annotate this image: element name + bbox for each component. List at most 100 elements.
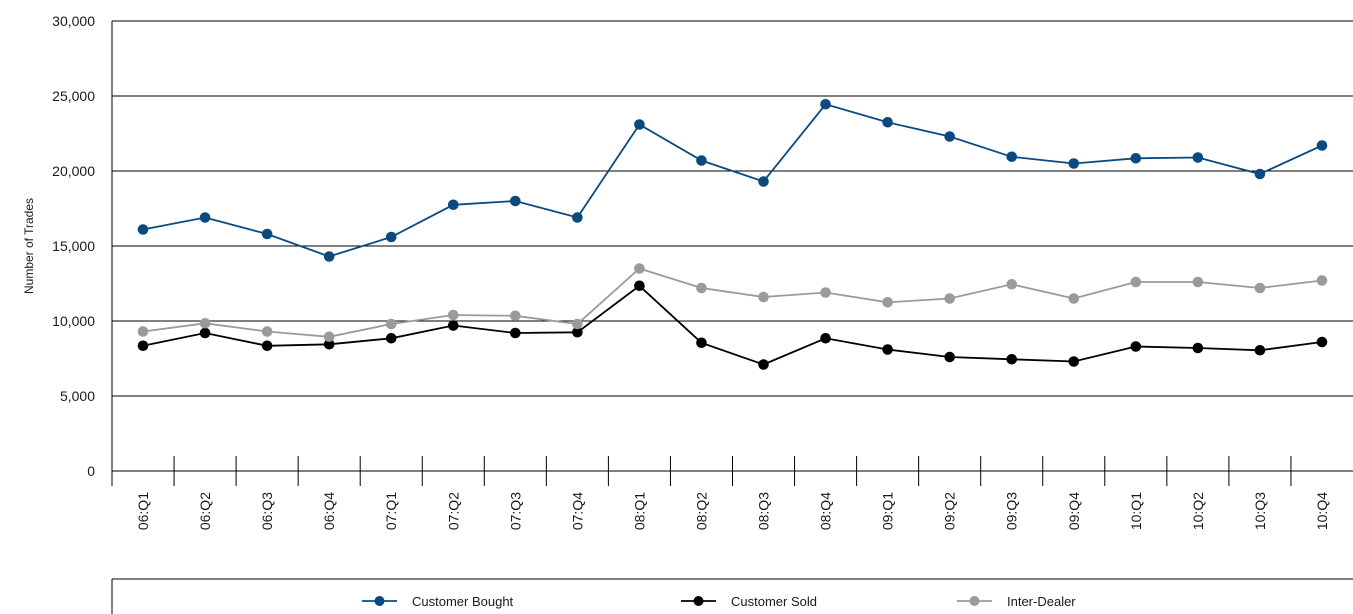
grid-lines [112, 20, 1353, 397]
data-point [1192, 152, 1204, 163]
data-point [447, 199, 459, 211]
y-tick-label: 10,000 [52, 313, 95, 329]
x-tick-label: 08:Q4 [818, 492, 834, 530]
x-tick-label: 07:Q1 [383, 492, 399, 530]
x-tick-label: 08:Q3 [756, 492, 772, 530]
x-tick-label: 09:Q3 [1004, 492, 1020, 530]
series-2 [137, 263, 1328, 343]
y-axis-ticks: 0 5,000 10,000 15,000 20,000 25,000 30,000 [52, 13, 95, 479]
data-point [1068, 356, 1080, 367]
data-point [447, 309, 459, 321]
axes [111, 21, 1353, 486]
x-tick-label: 09:Q1 [880, 492, 896, 530]
series-1 [137, 280, 1328, 370]
y-tick-label: 25,000 [52, 88, 95, 104]
data-point [696, 155, 707, 166]
y-tick-label: 20,000 [52, 163, 95, 179]
x-tick-label: 08:Q1 [631, 492, 647, 530]
data-point [323, 338, 335, 350]
data-point [1006, 151, 1018, 163]
data-point [385, 332, 397, 344]
data-point [137, 326, 149, 337]
data-point [572, 326, 583, 338]
legend-item-0: Customer Bought [362, 594, 514, 609]
data-point [758, 176, 769, 187]
data-point [1068, 158, 1080, 169]
data-point [758, 359, 769, 370]
data-point [882, 116, 893, 128]
data-point [1006, 278, 1018, 290]
data-point [385, 318, 397, 330]
data-point [323, 251, 335, 262]
data-point [199, 317, 211, 329]
x-tick-label: 08:Q2 [693, 492, 709, 530]
data-point [323, 331, 335, 343]
y-tick-label: 5,000 [60, 388, 95, 404]
legend-marker [969, 596, 980, 606]
data-point [572, 212, 583, 223]
data-point [199, 212, 211, 223]
data-point [261, 340, 273, 352]
y-tick-label: 15,000 [52, 238, 95, 254]
data-point [696, 282, 707, 294]
data-point [1316, 275, 1328, 286]
x-tick-label: 06:Q4 [321, 492, 337, 530]
series-line [142, 267, 1323, 338]
x-axis-ticks: 06:Q1 06:Q2 06:Q3 06:Q4 07:Q1 07:Q2 07:Q3 07:Q4… [135, 456, 1330, 530]
y-tick-label: 0 [87, 463, 95, 479]
data-point [261, 326, 273, 337]
x-tick-label: 10:Q1 [1128, 492, 1144, 530]
legend-label: Customer Bought [412, 594, 514, 609]
data-point [1254, 282, 1266, 294]
data-point [634, 280, 645, 292]
data-point [944, 351, 955, 363]
data-point [572, 318, 583, 330]
data-point [820, 98, 831, 110]
x-tick-label: 10:Q4 [1314, 492, 1330, 530]
data-point [1130, 276, 1142, 288]
data-point [137, 340, 149, 352]
x-tick-label: 09:Q4 [1066, 492, 1082, 530]
data-point [634, 263, 645, 274]
x-tick-label: 06:Q2 [197, 492, 213, 530]
data-point [1316, 140, 1328, 151]
data-point [1130, 341, 1142, 352]
data-point [820, 332, 831, 344]
y-axis-title: Number of Trades [22, 198, 36, 294]
data-point [1130, 152, 1142, 164]
legend: Customer Bought Customer Sold Inter-Dealer [111, 578, 1353, 614]
data-point [385, 231, 397, 243]
x-tick-label: 06:Q1 [135, 492, 151, 530]
data-point [1068, 293, 1080, 304]
data-point [261, 228, 273, 240]
legend-label: Inter-Dealer [1007, 594, 1076, 609]
data-point [758, 291, 769, 303]
data-point [137, 224, 149, 235]
x-tick-label: 09:Q2 [942, 492, 958, 530]
data-point [1254, 344, 1266, 356]
data-point [696, 337, 707, 349]
legend-marker [374, 596, 385, 606]
data-point [882, 344, 893, 355]
legend-marker [693, 596, 704, 606]
series-group [137, 98, 1328, 370]
x-tick-label: 07:Q4 [569, 492, 585, 530]
data-point [944, 131, 955, 142]
data-point [510, 310, 521, 322]
data-point [1192, 276, 1204, 288]
legend-item-2: Inter-Dealer [957, 594, 1076, 609]
data-point [447, 320, 459, 331]
x-tick-label: 07:Q2 [445, 492, 461, 530]
legend-item-1: Customer Sold [681, 594, 817, 609]
x-tick-label: 10:Q3 [1252, 492, 1268, 530]
data-point [944, 293, 955, 304]
data-point [1316, 336, 1328, 348]
y-tick-label: 30,000 [52, 13, 95, 29]
data-point [1006, 353, 1018, 365]
series-line [142, 284, 1323, 366]
data-point [199, 327, 211, 339]
data-point [510, 195, 521, 207]
legend-label: Customer Sold [731, 594, 817, 609]
data-point [1254, 168, 1266, 180]
